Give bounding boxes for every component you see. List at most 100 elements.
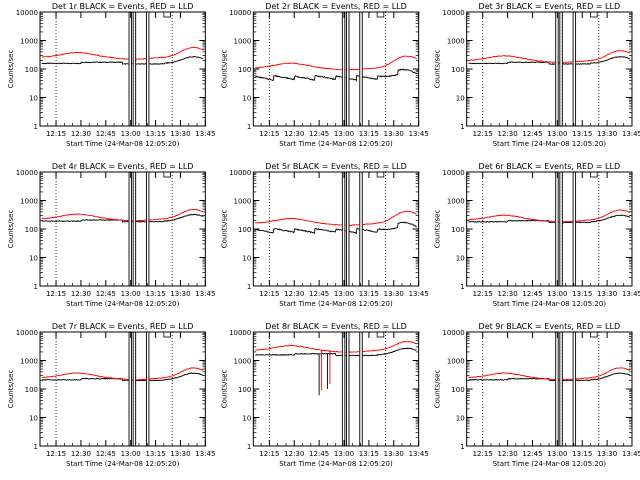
y-tick-label: 1000 bbox=[234, 38, 252, 46]
x-tick-label: 13:00 bbox=[334, 450, 354, 458]
x-tick-label: 13:30 bbox=[597, 290, 617, 298]
x-axis-label: Start Time (24-Mar-08 12:05:20) bbox=[66, 140, 180, 148]
data-gap-box bbox=[132, 11, 137, 127]
y-tick-label: 100 bbox=[25, 386, 38, 394]
flag-box bbox=[376, 11, 385, 18]
y-axis-label: Counts/sec bbox=[434, 50, 442, 89]
x-tick-label: 13:45 bbox=[409, 450, 429, 458]
x-axis-label: Start Time (24-Mar-08 12:05:20) bbox=[493, 300, 607, 308]
x-tick-label: 12:15 bbox=[46, 130, 66, 138]
x-tick-label: 13:30 bbox=[170, 450, 190, 458]
x-axis-label: Start Time (24-Mar-08 12:05:20) bbox=[279, 460, 393, 468]
y-tick-label: 100 bbox=[25, 226, 38, 234]
chart-title: Det 1r BLACK = Events, RED = LLD bbox=[52, 2, 194, 11]
lld-series-line bbox=[468, 367, 631, 381]
x-tick-label: 13:45 bbox=[195, 130, 215, 138]
data-gap-box bbox=[559, 331, 563, 447]
data-gap-box bbox=[145, 171, 150, 287]
y-tick-label: 1000 bbox=[20, 38, 38, 46]
x-tick-label: 12:30 bbox=[71, 450, 91, 458]
y-tick-label: 10000 bbox=[16, 329, 38, 337]
y-tick-label: 10 bbox=[242, 415, 251, 423]
x-axis-label: Start Time (24-Mar-08 12:05:20) bbox=[66, 460, 180, 468]
x-tick-label: 13:00 bbox=[121, 290, 141, 298]
y-tick-label: 10 bbox=[29, 415, 38, 423]
y-tick-label: 10000 bbox=[442, 329, 464, 337]
y-tick-label: 10 bbox=[29, 255, 38, 263]
flag-box bbox=[590, 11, 598, 18]
data-gap-box bbox=[559, 171, 563, 287]
y-tick-label: 1000 bbox=[234, 198, 252, 206]
x-tick-label: 12:15 bbox=[259, 450, 279, 458]
y-tick-label: 10000 bbox=[16, 169, 38, 177]
y-tick-label: 1 bbox=[34, 443, 38, 451]
x-tick-label: 13:45 bbox=[195, 290, 215, 298]
x-tick-label: 12:15 bbox=[259, 290, 279, 298]
data-gap-box bbox=[559, 11, 563, 127]
data-gap-box bbox=[145, 331, 150, 447]
lld-series-line bbox=[41, 367, 204, 381]
x-tick-label: 12:15 bbox=[46, 290, 66, 298]
chart-panel-5: Det 5r BLACK = Events, RED = LLD 1 10 100 10… bbox=[220, 162, 428, 308]
x-tick-label: 13:15 bbox=[145, 450, 165, 458]
events-series-line bbox=[468, 56, 631, 65]
data-gap-box bbox=[341, 331, 346, 447]
x-tick-label: 13:15 bbox=[359, 450, 379, 458]
events-series-line bbox=[255, 68, 417, 82]
x-tick-label: 13:45 bbox=[409, 130, 429, 138]
data-gap-box bbox=[572, 331, 577, 447]
y-tick-label: 10000 bbox=[442, 169, 464, 177]
data-gap-box bbox=[572, 11, 577, 127]
lld-series-line bbox=[468, 50, 630, 64]
x-tick-label: 13:15 bbox=[572, 290, 592, 298]
x-tick-label: 13:15 bbox=[359, 130, 379, 138]
data-gap-box bbox=[132, 171, 137, 287]
y-axis-label: Counts/sec bbox=[434, 210, 442, 249]
x-tick-label: 13:30 bbox=[597, 450, 617, 458]
x-tick-label: 13:45 bbox=[409, 290, 429, 298]
flag-box bbox=[163, 171, 171, 178]
data-gap-box bbox=[346, 171, 350, 287]
y-tick-label: 1000 bbox=[447, 198, 465, 206]
chart-title: Det 7r BLACK = Events, RED = LLD bbox=[52, 322, 194, 331]
x-tick-label: 13:45 bbox=[622, 290, 640, 298]
y-tick-label: 10 bbox=[29, 95, 38, 103]
x-tick-label: 13:00 bbox=[547, 130, 567, 138]
data-gap-box bbox=[555, 331, 559, 447]
chart-panel-1: Det 1r BLACK = Events, RED = LLD 1 10 100 10… bbox=[7, 2, 215, 148]
x-tick-label: 12:45 bbox=[522, 450, 542, 458]
y-tick-label: 10000 bbox=[442, 9, 464, 17]
x-tick-label: 13:30 bbox=[384, 130, 404, 138]
events-series-line bbox=[41, 372, 204, 382]
x-tick-label: 13:00 bbox=[547, 290, 567, 298]
y-tick-label: 100 bbox=[451, 226, 464, 234]
x-axis-label: Start Time (24-Mar-08 12:05:20) bbox=[66, 300, 180, 308]
chart-panel-8: Det 8r BLACK = Events, RED = LLD 1 10 100 10… bbox=[220, 322, 428, 468]
x-tick-label: 12:15 bbox=[473, 290, 493, 298]
events-series-line bbox=[41, 213, 204, 223]
x-tick-label: 13:30 bbox=[170, 290, 190, 298]
y-tick-label: 10000 bbox=[229, 329, 251, 337]
data-gap-box bbox=[128, 171, 132, 287]
data-gap-box bbox=[359, 171, 363, 287]
chart-panel-4: Det 4r BLACK = Events, RED = LLD 1 10 100 10… bbox=[7, 162, 215, 308]
x-tick-label: 12:45 bbox=[309, 450, 329, 458]
y-tick-label: 10 bbox=[456, 255, 465, 263]
x-tick-label: 12:45 bbox=[96, 450, 116, 458]
y-tick-label: 1 bbox=[247, 443, 251, 451]
y-tick-label: 100 bbox=[25, 66, 38, 74]
x-axis-label: Start Time (24-Mar-08 12:05:20) bbox=[493, 460, 607, 468]
x-tick-label: 13:15 bbox=[572, 450, 592, 458]
y-tick-label: 10 bbox=[456, 95, 465, 103]
x-tick-label: 12:45 bbox=[96, 130, 116, 138]
x-tick-label: 12:30 bbox=[497, 290, 517, 298]
x-axis-label: Start Time (24-Mar-08 12:05:20) bbox=[279, 140, 393, 148]
x-tick-label: 13:45 bbox=[622, 130, 640, 138]
data-gap-box bbox=[346, 11, 350, 127]
chart-panel-9: Det 9r BLACK = Events, RED = LLD 1 10 100 10… bbox=[434, 322, 640, 468]
x-tick-label: 12:45 bbox=[309, 130, 329, 138]
y-axis-label: Counts/sec bbox=[434, 370, 442, 409]
events-series-line bbox=[468, 372, 631, 382]
y-tick-label: 1 bbox=[34, 283, 38, 291]
flag-box bbox=[590, 171, 598, 178]
